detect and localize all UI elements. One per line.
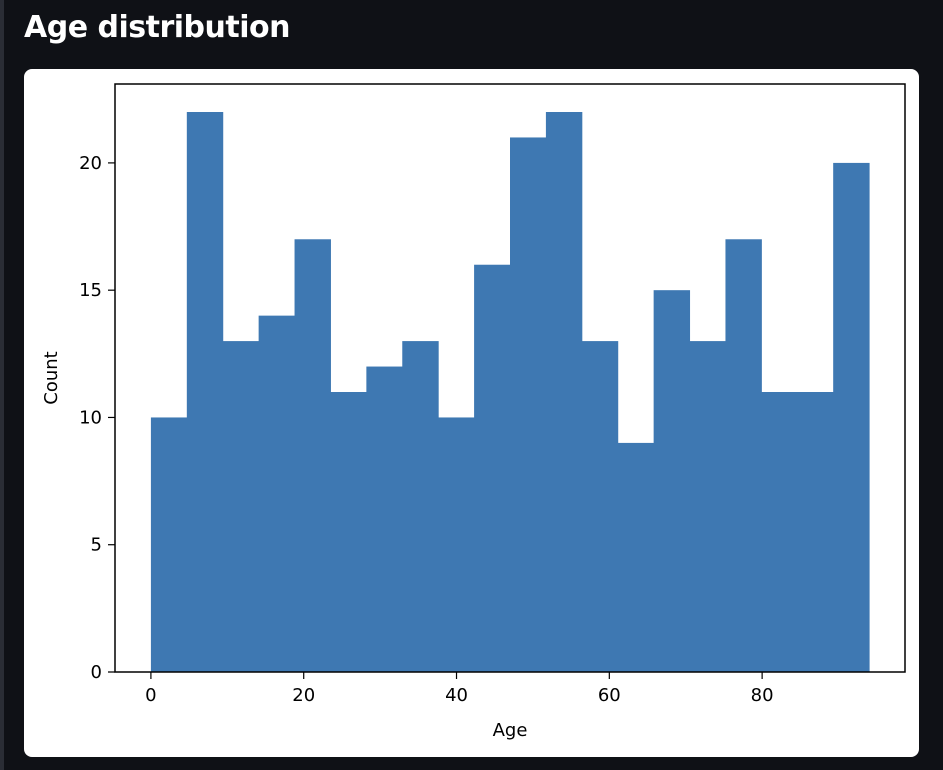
- x-tick-label: 20: [292, 685, 315, 706]
- histogram-bar: [294, 239, 331, 673]
- histogram-bar: [725, 239, 762, 673]
- page-title: Age distribution: [24, 10, 290, 45]
- histogram-bar: [689, 341, 726, 672]
- histogram-bar: [617, 442, 655, 672]
- histogram-bar: [581, 341, 619, 672]
- histogram-bar: [653, 290, 691, 672]
- y-tick-label: 10: [79, 407, 102, 428]
- histogram-bar: [150, 417, 188, 672]
- y-axis: 0 5 10 15 20: [79, 153, 115, 683]
- y-tick-label: 20: [79, 153, 102, 174]
- x-axis: 0 20 40 60 80: [145, 672, 774, 706]
- x-tick-label: 80: [751, 685, 774, 706]
- histogram-bar: [797, 392, 834, 672]
- histogram-bar: [222, 341, 260, 672]
- plot-frame: [114, 83, 906, 673]
- histogram-bar: [510, 137, 547, 673]
- bars-group: [150, 112, 870, 673]
- y-tick-label: 0: [91, 662, 102, 683]
- x-axis-label: Age: [493, 720, 528, 741]
- histogram-bar: [545, 112, 583, 672]
- histogram-bar: [186, 112, 224, 672]
- x-tick-label: 60: [598, 685, 621, 706]
- histogram-bar: [438, 417, 475, 672]
- histogram-bar: [474, 264, 511, 672]
- histogram-bar: [330, 392, 367, 672]
- y-tick-label: 5: [91, 535, 102, 556]
- x-tick-label: 0: [145, 685, 156, 706]
- histogram-bar: [366, 366, 403, 672]
- y-axis-label: Count: [41, 351, 62, 404]
- chart-card: 0 20 40 60 80 0 5 10 15 20 Age Count: [24, 69, 919, 757]
- histogram-chart: 0 20 40 60 80 0 5 10 15 20 Age Count: [41, 83, 906, 741]
- histogram-bar: [833, 162, 870, 672]
- histogram-bar: [402, 341, 439, 672]
- x-tick-label: 40: [445, 685, 468, 706]
- histogram-bar: [761, 392, 798, 672]
- left-rule: [0, 0, 4, 770]
- y-tick-label: 15: [79, 280, 102, 301]
- histogram-bar: [258, 315, 296, 672]
